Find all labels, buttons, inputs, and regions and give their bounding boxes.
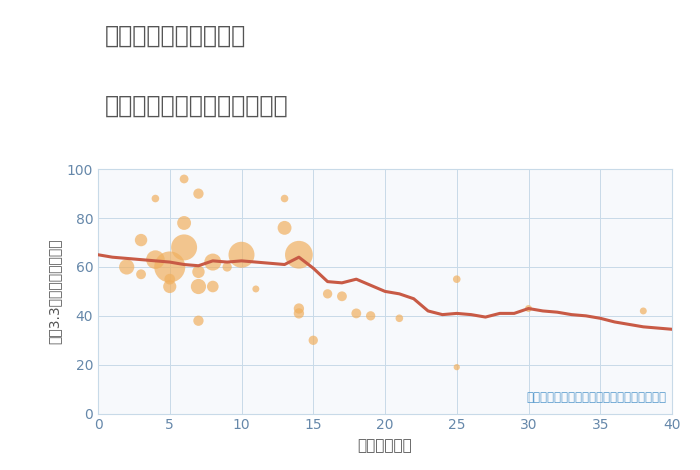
Point	[293, 251, 304, 258]
Point	[193, 190, 204, 197]
Point	[251, 285, 262, 293]
Text: 築年数別中古マンション価格: 築年数別中古マンション価格	[105, 94, 288, 118]
Point	[178, 243, 190, 251]
Text: 三重県松阪市外五曲町: 三重県松阪市外五曲町	[105, 24, 246, 47]
Point	[351, 310, 362, 317]
Point	[164, 263, 175, 271]
Point	[136, 236, 147, 244]
Point	[452, 363, 463, 371]
Point	[121, 263, 132, 271]
Point	[150, 256, 161, 263]
Text: 円の大きさは、取引のあった物件面積を示す: 円の大きさは、取引のあった物件面積を示す	[526, 391, 666, 404]
Point	[279, 195, 290, 202]
Point	[178, 219, 190, 227]
Point	[164, 283, 175, 290]
Point	[452, 275, 463, 283]
Point	[322, 290, 333, 298]
Point	[207, 258, 218, 266]
Point	[136, 271, 147, 278]
Point	[293, 310, 304, 317]
Point	[638, 307, 649, 315]
Y-axis label: 坪（3.3㎡）単価（万円）: 坪（3.3㎡）単価（万円）	[47, 239, 61, 344]
Point	[193, 283, 204, 290]
Point	[365, 312, 377, 320]
Point	[293, 305, 304, 312]
Point	[193, 268, 204, 275]
Point	[236, 251, 247, 258]
Point	[178, 175, 190, 183]
Point	[393, 314, 405, 322]
Point	[279, 224, 290, 232]
Point	[193, 317, 204, 324]
Point	[150, 195, 161, 202]
X-axis label: 築年数（年）: 築年数（年）	[358, 438, 412, 453]
Point	[308, 337, 319, 344]
Point	[523, 305, 534, 312]
Point	[164, 275, 175, 283]
Point	[337, 292, 348, 300]
Point	[207, 283, 218, 290]
Point	[222, 263, 233, 271]
